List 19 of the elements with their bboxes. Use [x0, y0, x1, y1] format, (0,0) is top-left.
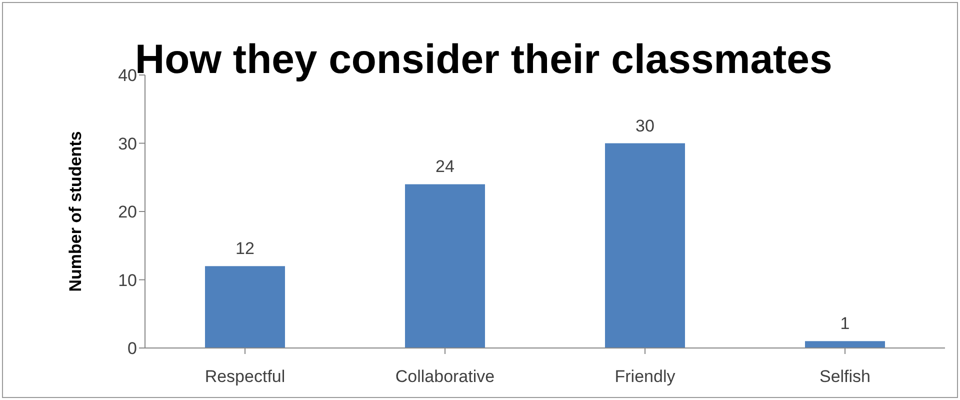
data-label: 30	[636, 116, 654, 136]
x-tick-label: Respectful	[204, 367, 286, 386]
bar	[605, 143, 685, 348]
chart-title: How they consider their classmates	[135, 36, 832, 83]
y-tick-label: 30	[118, 134, 137, 154]
y-tick-label: 20	[118, 202, 137, 222]
y-axis-title: Number of students	[66, 131, 86, 292]
x-tick-label: Selfish	[819, 367, 871, 386]
y-tick-label: 10	[118, 270, 137, 290]
y-tick-label: 40	[118, 66, 137, 86]
data-label: 1	[840, 314, 850, 334]
x-tick-label: Collaborative	[395, 367, 495, 386]
bar	[405, 184, 485, 348]
y-tick-label: 0	[128, 339, 137, 358]
bar	[805, 341, 885, 348]
data-label: 12	[236, 239, 254, 258]
x-tick-label: Friendly	[614, 367, 676, 386]
data-label: 24	[436, 157, 454, 176]
bar	[205, 266, 285, 348]
